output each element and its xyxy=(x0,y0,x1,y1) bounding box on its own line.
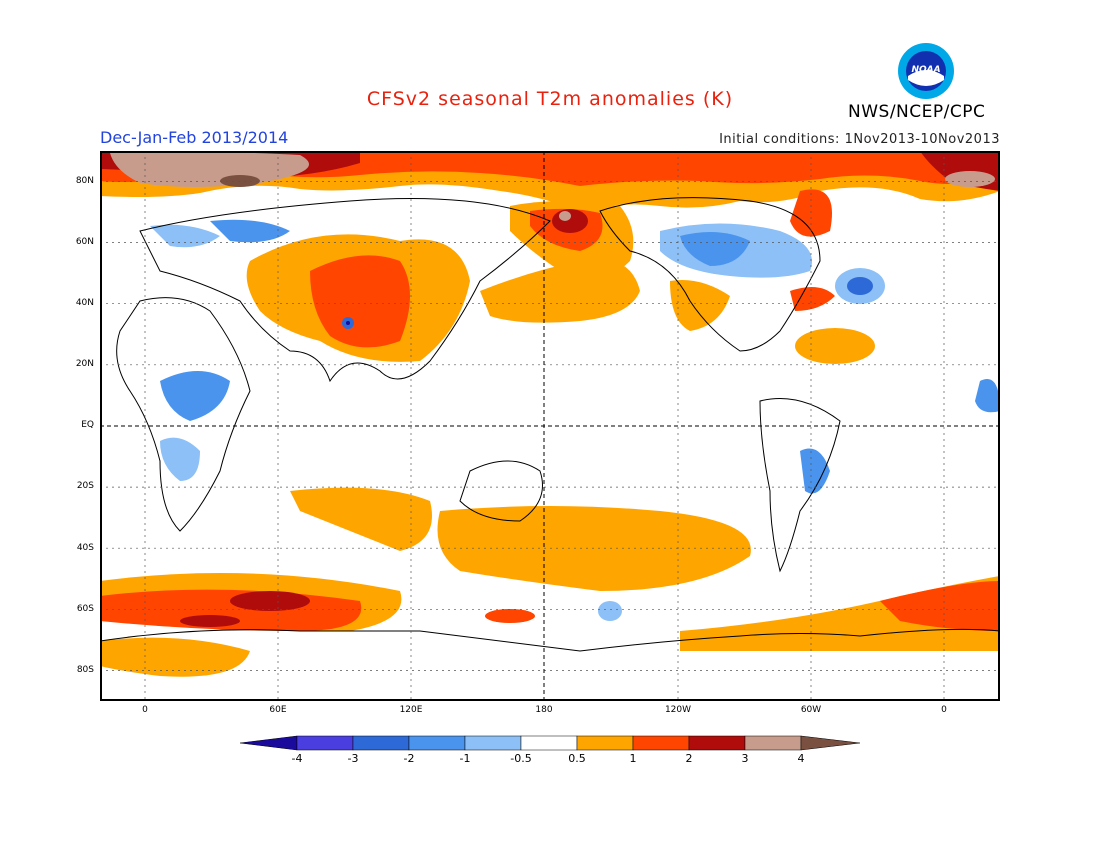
lon-label-60e: 60E xyxy=(269,705,287,715)
legend-swatch-below-minus-4 xyxy=(240,735,298,751)
legend-swatch-1-to-2 xyxy=(632,735,690,751)
svg-text:NOAA: NOAA xyxy=(911,65,940,75)
legend-label-minus-1: -1 xyxy=(459,752,471,765)
africa-outline xyxy=(116,297,251,532)
lat-label-80s: 80S xyxy=(76,665,94,675)
temperature-anomaly-map xyxy=(100,151,1000,701)
australia-outline xyxy=(459,460,543,522)
initial-conditions-label: Initial conditions: 1Nov2013-10Nov2013 xyxy=(719,132,1000,147)
legend-label-1: 1 xyxy=(629,752,637,765)
legend-label-3: 3 xyxy=(741,752,749,765)
lat-label-60n: 60N xyxy=(75,237,94,247)
lat-label-20s: 20S xyxy=(76,481,94,491)
legend-swatch-minus-1-to-minus-05 xyxy=(464,735,522,751)
lon-label-120w: 120W xyxy=(664,705,692,715)
legend-swatch-minus-2-to-minus-1 xyxy=(408,735,466,751)
legend-swatch-3-to-4 xyxy=(744,735,802,751)
legend-label-2: 2 xyxy=(685,752,693,765)
legend-swatch-above-4 xyxy=(800,735,861,751)
season-label: Dec-Jan-Feb 2013/2014 xyxy=(100,128,289,147)
arctic-max-warm-core xyxy=(220,175,260,187)
legend-label-minus-4: -4 xyxy=(291,752,303,765)
legend-swatch-minus-4-to-minus-3 xyxy=(296,735,354,751)
legend-swatch-05-to-1 xyxy=(576,735,634,751)
south-america-outline xyxy=(759,398,841,573)
eurasia-outline xyxy=(139,198,551,383)
legend-swatch-neutral xyxy=(520,735,578,751)
legend-label-05: 0.5 xyxy=(568,752,586,765)
lon-label-120e: 120E xyxy=(399,705,423,715)
legend-label-minus-2: -2 xyxy=(403,752,415,765)
legend-swatch-2-to-3 xyxy=(688,735,746,751)
lon-label-0: 0 xyxy=(142,705,148,715)
lat-label-40n: 40N xyxy=(75,298,94,308)
legend-swatch-minus-3-to-minus-2 xyxy=(352,735,410,751)
legend-label-minus-3: -3 xyxy=(347,752,359,765)
arctic-extreme-warm-patch xyxy=(110,151,309,187)
lon-label-180: 180 xyxy=(535,705,553,715)
lat-label-80n: 80N xyxy=(75,176,94,186)
antarctica-outline xyxy=(100,628,1000,652)
legend-label-minus-05: -0.5 xyxy=(510,752,532,765)
color-legend xyxy=(240,735,861,751)
lat-label-20n: 20N xyxy=(75,359,94,369)
lat-label-40s: 40S xyxy=(76,543,94,553)
organization-label: NWS/NCEP/CPC xyxy=(848,102,986,122)
lon-label-0-east: 0 xyxy=(941,705,947,715)
legend-label-4: 4 xyxy=(797,752,805,765)
lat-label-60s: 60S xyxy=(76,604,94,614)
lat-label-eq: EQ xyxy=(81,420,94,430)
north-america-outline xyxy=(599,197,821,352)
lon-label-60w: 60W xyxy=(800,705,822,715)
map-title: CFSv2 seasonal T2m anomalies (K) xyxy=(366,88,734,110)
noaa-logo: NOAA xyxy=(898,43,954,99)
